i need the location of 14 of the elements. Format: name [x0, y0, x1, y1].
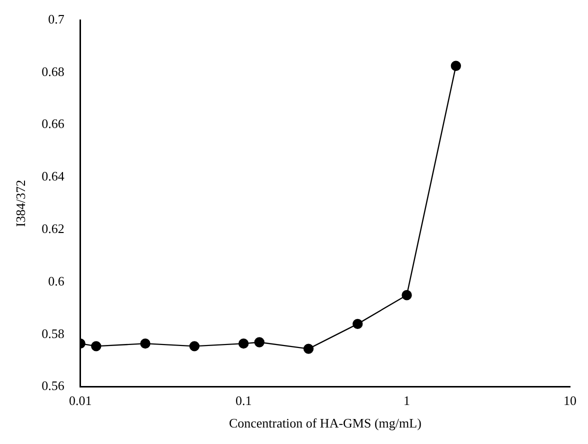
y-tick-label: 0.68 [42, 64, 64, 79]
x-tick-label: 0.1 [235, 393, 252, 408]
y-tick-label: 0.58 [42, 326, 64, 341]
x-tick-label: 1 [404, 393, 410, 408]
y-tick-label: 0.66 [42, 116, 65, 132]
x-tick-label: 10 [564, 393, 576, 408]
y-axis-title: I384/372 [13, 180, 28, 227]
x-tick-label: 0.01 [68, 393, 92, 408]
x-axis-title: Concentration of HA-GMS (mg/mL) [228, 416, 422, 431]
y-tick-label: 0.7 [48, 11, 65, 26]
y-tick-label: 0.56 [42, 378, 65, 394]
y-tick-label: 0.6 [48, 273, 65, 288]
y-tick-label: 0.64 [42, 168, 65, 184]
y-tick-label: 0.62 [42, 221, 64, 236]
